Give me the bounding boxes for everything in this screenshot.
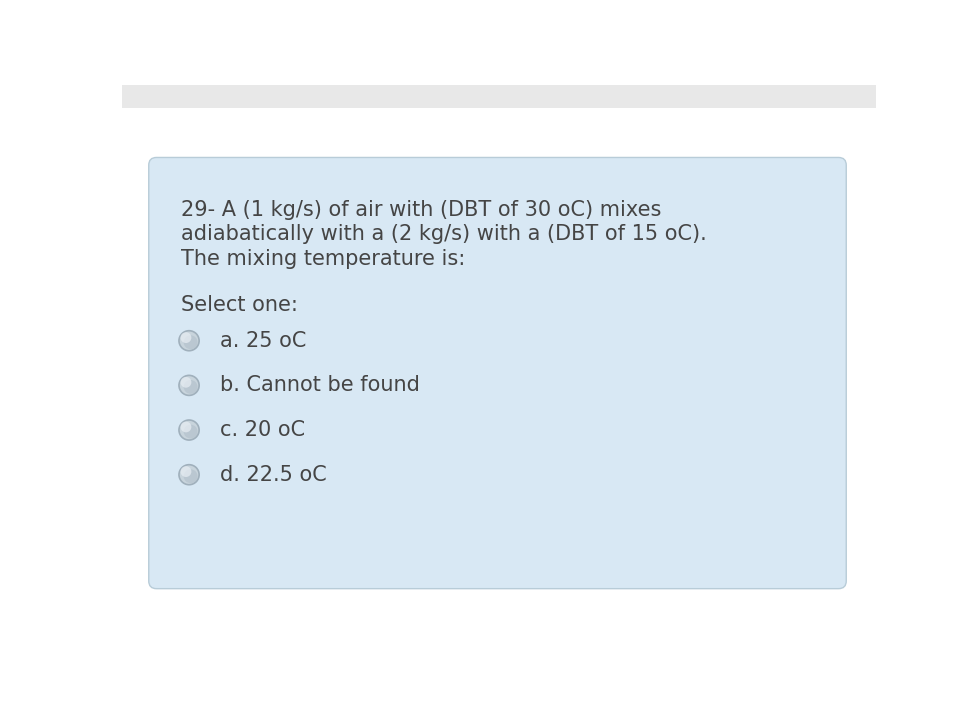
Circle shape [184,469,198,483]
Circle shape [181,333,192,343]
Circle shape [184,335,198,350]
FancyBboxPatch shape [149,157,847,588]
Circle shape [181,377,192,388]
Circle shape [184,380,198,394]
Circle shape [181,422,192,432]
Text: The mixing temperature is:: The mixing temperature is: [181,249,465,269]
Circle shape [179,375,199,396]
Text: adiabatically with a (2 kg/s) with a (DBT of 15 oC).: adiabatically with a (2 kg/s) with a (DB… [181,225,707,245]
Circle shape [179,420,199,440]
Circle shape [181,467,192,477]
Circle shape [179,464,199,485]
Circle shape [184,425,198,438]
Circle shape [179,330,199,351]
Text: a. 25 oC: a. 25 oC [220,330,306,351]
Text: c. 20 oC: c. 20 oC [220,420,306,440]
Text: 29- A (1 kg/s) of air with (DBT of 30 oC) mixes: 29- A (1 kg/s) of air with (DBT of 30 oC… [181,200,662,220]
Text: d. 22.5 oC: d. 22.5 oC [220,464,327,485]
Text: Select one:: Select one: [181,295,298,316]
FancyBboxPatch shape [122,85,876,108]
Text: b. Cannot be found: b. Cannot be found [220,375,420,396]
